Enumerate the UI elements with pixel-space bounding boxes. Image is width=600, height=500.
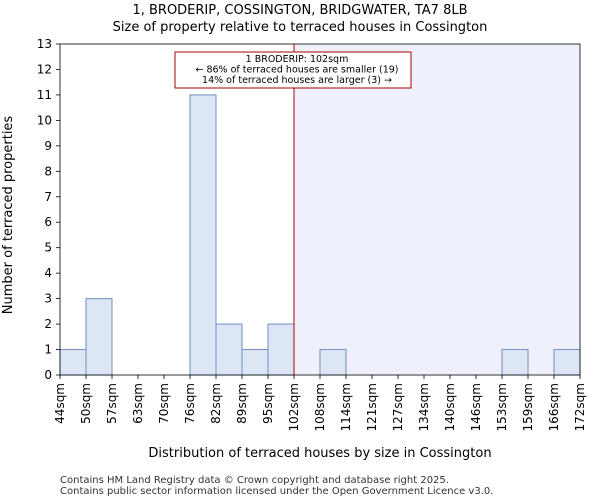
x-tick-label: 146sqm <box>469 383 483 431</box>
x-tick-label: 102sqm <box>287 383 301 431</box>
bar-50sqm <box>85 298 113 376</box>
x-tick-label: 114sqm <box>339 383 353 431</box>
y-tick-label: 2 <box>44 317 52 331</box>
x-axis-label: Distribution of terraced houses by size … <box>148 446 491 461</box>
y-tick-label: 7 <box>44 190 52 204</box>
x-tick-label: 153sqm <box>495 383 509 431</box>
x-tick-label: 63sqm <box>131 383 145 424</box>
x-tick-label: 166sqm <box>547 383 561 431</box>
y-tick-label: 13 <box>37 37 52 51</box>
y-tick-label: 1 <box>44 343 52 357</box>
x-tick-label: 57sqm <box>105 383 119 424</box>
x-tick-label: 44sqm <box>53 383 67 424</box>
x-tick-label: 172sqm <box>573 383 587 431</box>
bar-166sqm <box>553 349 581 376</box>
y-tick-label: 4 <box>44 266 52 280</box>
annotation-line-3: 14% of terraced houses are larger (3) → <box>202 75 392 86</box>
x-tick-label: 159sqm <box>521 383 535 431</box>
bar-89sqm <box>241 349 269 376</box>
bar-82sqm <box>215 323 243 376</box>
y-tick-label: 12 <box>37 62 52 76</box>
larger-region-shading <box>294 44 580 375</box>
chart-title-line1: 1, BRODERIP, COSSINGTON, BRIDGWATER, TA7… <box>132 3 467 18</box>
y-tick-label: 10 <box>37 113 52 127</box>
footer-line2: Contains public sector information licen… <box>60 486 493 497</box>
x-tick-label: 89sqm <box>235 383 249 424</box>
chart-title-line2: Size of property relative to terraced ho… <box>113 20 488 35</box>
y-tick-label: 11 <box>37 88 52 102</box>
annotation-line-2: ← 86% of terraced houses are smaller (19… <box>195 65 398 76</box>
y-tick-label: 6 <box>44 215 52 229</box>
footer-line1: Contains HM Land Registry data © Crown c… <box>60 475 449 486</box>
x-tick-label: 121sqm <box>365 383 379 431</box>
bar-95sqm <box>267 323 295 376</box>
x-tick-label: 70sqm <box>157 383 171 424</box>
x-tick-label: 82sqm <box>209 383 223 424</box>
x-tick-label: 95sqm <box>261 383 275 424</box>
bar-108sqm <box>319 349 347 376</box>
x-tick-label: 134sqm <box>417 383 431 431</box>
annotation-line-1: 1 BRODERIP: 102sqm <box>246 54 349 65</box>
x-tick-label: 140sqm <box>443 383 457 431</box>
x-tick-label: 50sqm <box>79 383 93 424</box>
annotation-box <box>174 51 412 89</box>
x-tick-label: 76sqm <box>183 383 197 424</box>
y-tick-label: 3 <box>44 292 52 306</box>
x-tick-label: 108sqm <box>313 383 327 431</box>
bar-76sqm <box>189 94 217 376</box>
y-tick-label: 5 <box>44 241 52 255</box>
y-tick-label: 8 <box>44 164 52 178</box>
y-axis-label: Number of terraced properties <box>1 116 16 315</box>
y-tick-label: 0 <box>44 368 52 382</box>
x-tick-label: 127sqm <box>391 383 405 431</box>
y-tick-label: 9 <box>44 139 52 153</box>
bar-44sqm <box>59 349 87 376</box>
bar-153sqm <box>501 349 529 376</box>
